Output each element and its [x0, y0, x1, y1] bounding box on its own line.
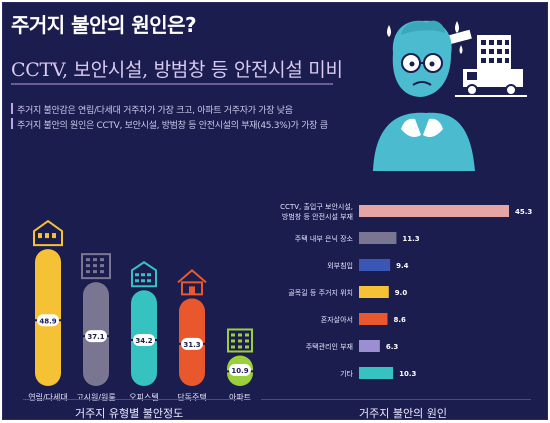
bar: [359, 286, 389, 298]
category-label: 기타: [340, 369, 353, 378]
right-chart-baseline: [261, 399, 531, 400]
bullet-marker: [11, 103, 13, 114]
data-label: 10.3: [399, 370, 416, 378]
camera-icon: [446, 29, 472, 45]
value-bubble: [37, 314, 59, 327]
category-label: 주택 내부 은닉 장소: [295, 234, 354, 243]
data-label: 31.3: [183, 341, 200, 349]
value-bubble: [229, 364, 251, 376]
category-label: 골목길 등 주거지 위치: [288, 288, 353, 297]
value-bubble: [133, 334, 155, 347]
category-label: 아파트: [229, 392, 251, 402]
data-label: 9.0: [395, 289, 408, 297]
data-label: 48.9: [39, 317, 56, 325]
data-label: 11.3: [402, 235, 419, 243]
data-label: 9.4: [396, 262, 409, 270]
category-label: 단독주택: [177, 392, 206, 402]
detached-house-icon: [177, 269, 207, 296]
category-label: 고시원/원룸: [76, 393, 116, 402]
bar: [359, 313, 388, 325]
data-label: 34.2: [135, 337, 152, 345]
category-label: 주택관리인 부재: [306, 342, 353, 351]
data-label: 6.3: [386, 343, 399, 351]
data-label: 45.3: [515, 208, 532, 216]
value-bubble: [85, 330, 107, 343]
apartment-icon: [227, 328, 253, 353]
building-truck-icon: [455, 35, 527, 97]
category-label: 외부침입: [327, 261, 353, 270]
bar: [359, 340, 380, 352]
bullet-text-2: 주거지 불안의 원인은 CCTV, 보안시설, 방범창 등 안전시설의 부재(4…: [17, 121, 328, 131]
goshiwon-building-icon: [81, 253, 111, 280]
left-chart-baseline: [23, 399, 243, 400]
bar: [359, 205, 509, 217]
page-title: 주거지 불안의 원인은?: [11, 13, 197, 37]
subtitle-underline: [11, 83, 333, 85]
bar: [359, 232, 397, 244]
anxiety-cause-chart: CCTV, 출입구 보안시설,방범창 등 안전시설 부재 45.3 주택 내부 은닉…: [280, 202, 532, 379]
bullet-marker: [11, 118, 13, 129]
category-label: CCTV, 출입구 보안시설,: [280, 202, 353, 211]
housing-type-anxiety-chart: 48.9 연립/다세대 37.1 고시원/원룸 34.2 오피스텔 31.3 단독주택 10.9…: [28, 219, 253, 402]
data-label: 10.9: [231, 367, 248, 375]
officetel-icon: [131, 261, 157, 288]
bar: [359, 259, 391, 271]
worried-mascot-illustration: [373, 20, 527, 171]
bullet-text-1: 주거지 불안감은 연립/다세대 거주자가 가장 크고, 아파트 거주자가 가장 …: [17, 106, 293, 116]
category-label: 오피스텔: [129, 393, 158, 402]
data-label: 8.6: [393, 316, 406, 324]
value-bubble: [181, 337, 203, 350]
page-subtitle: CCTV, 보안시설, 방범창 등 안전시설 미비: [11, 59, 343, 81]
title-block: 주거지 불안의 원인은?: [11, 9, 197, 38]
right-chart-title: 거주지 불안의 원인: [359, 407, 447, 420]
category-label: 혼자살아서: [321, 315, 353, 324]
left-chart-title: 거주지 유형별 불안정도: [75, 407, 184, 420]
data-label: 37.1: [87, 333, 104, 341]
mascot-figure: [373, 20, 475, 171]
bar: [359, 367, 394, 379]
row-house-icon: [33, 219, 63, 247]
category-label: 방범창 등 안전시설 부재: [282, 212, 353, 221]
category-label: 연립/다세대: [28, 393, 68, 402]
